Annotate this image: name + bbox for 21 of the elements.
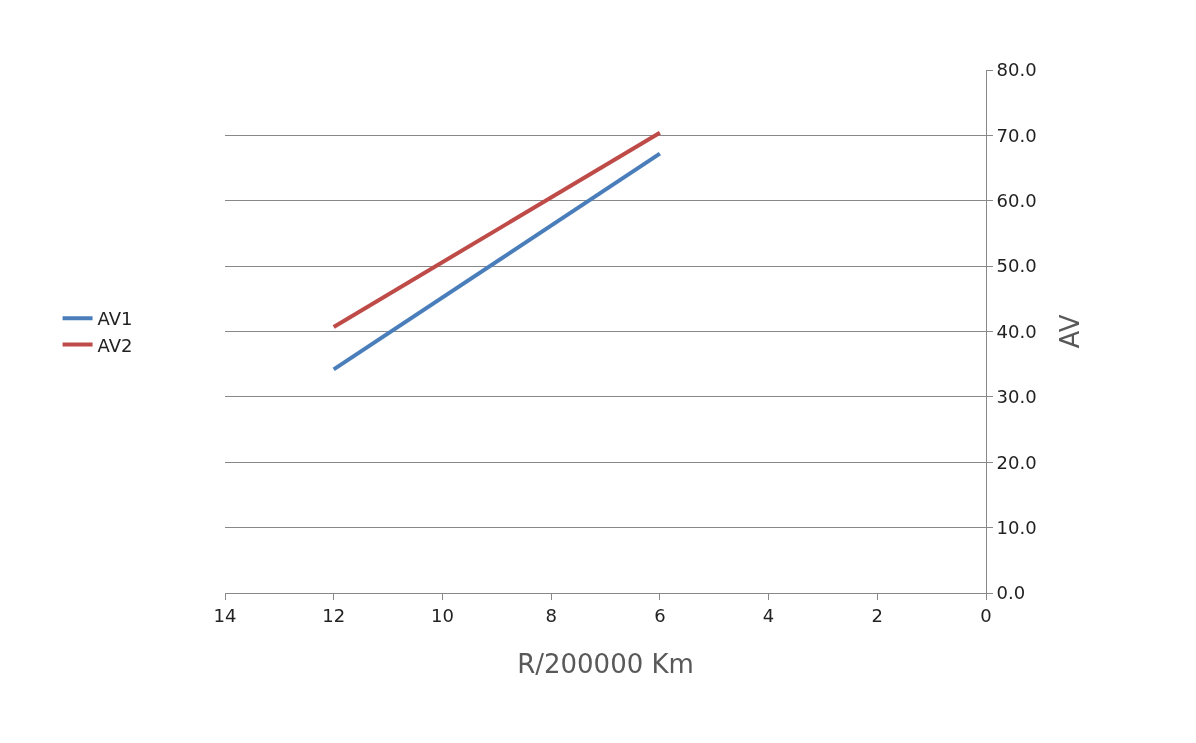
y-tick-label: 60.0 [996, 190, 1037, 212]
y-tick-label: 10.0 [996, 516, 1037, 538]
x-tick-label: 2 [871, 604, 884, 626]
y-tick-label: 0.0 [996, 582, 1026, 604]
y-tick-label: 40.0 [996, 320, 1037, 342]
y-tick-label: 80.0 [996, 59, 1037, 81]
x-tick-label: 12 [322, 604, 346, 626]
y-tick-label: 70.0 [996, 124, 1037, 146]
x-tick-label: 8 [545, 604, 557, 626]
y-tick-label: 50.0 [996, 255, 1037, 277]
legend-label: AV2 [97, 334, 133, 356]
y-tick-label: 20.0 [996, 451, 1037, 473]
x-tick-label: 6 [654, 604, 666, 626]
legend-label: AV1 [97, 308, 133, 330]
x-tick-label: 10 [430, 604, 454, 626]
y-axis-title: AV [1055, 314, 1086, 349]
y-tick-label: 30.0 [996, 386, 1037, 408]
x-axis-title: R/200000 Km [517, 649, 694, 680]
x-tick-label: 4 [762, 604, 775, 626]
x-tick-label: 0 [980, 604, 992, 626]
x-tick-label: 14 [213, 604, 237, 626]
